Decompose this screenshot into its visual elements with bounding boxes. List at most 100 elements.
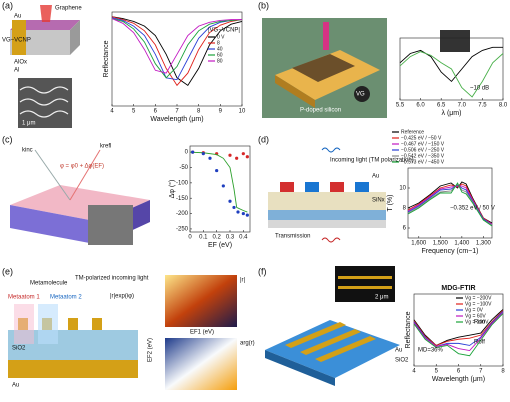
y-axis-label: Δφ (°): [168, 180, 176, 199]
y-axis-label: Reflectance: [103, 40, 110, 77]
series-line: [111, 18, 242, 74]
x-tick-label: 0: [188, 235, 192, 241]
y-axis-label: T (%): [387, 195, 394, 212]
y-axis-label: Reflectance: [405, 311, 412, 348]
y-tick-label: -100: [176, 180, 189, 186]
y-tick-label: 8: [403, 206, 407, 212]
data-point: [201, 152, 205, 156]
data-point: [228, 199, 232, 203]
label: Au: [14, 14, 21, 20]
data-point: [241, 211, 245, 216]
label: Metaatom 2: [50, 295, 82, 301]
x-tick-label: 7: [479, 369, 483, 375]
panel-label: (a): [2, 0, 13, 10]
label: krefl: [100, 144, 111, 150]
x-tick-label: 7.0: [458, 103, 467, 109]
x-axis-label: λ (μm): [442, 110, 462, 117]
legend-label: Vg = −200V: [465, 295, 492, 301]
label: φ = φ0 + Δφ(EF): [60, 164, 104, 170]
x-tick-label: 7.5: [478, 103, 487, 109]
label: Au: [395, 348, 402, 354]
axis-label: EF2 (eV): [148, 338, 154, 362]
label: Metamolecule: [30, 281, 68, 287]
x-tick-label: 8: [197, 109, 201, 115]
x-tick-label: 5: [435, 369, 439, 375]
label: AlOx: [14, 60, 27, 66]
legend-label: −0.542 eV / −350 V: [401, 153, 445, 159]
scale-bar: 1 μm: [22, 121, 35, 127]
data-point: [232, 205, 236, 210]
data-point: [245, 155, 249, 159]
label: SiO2: [12, 346, 26, 352]
label: Incoming light (TM polarization): [330, 158, 414, 164]
legend-label: −0.506 eV / −250 V: [401, 147, 445, 153]
data-point: [215, 168, 219, 173]
label: VG: [356, 92, 365, 98]
legend-label: Vg = −100V: [465, 301, 492, 307]
panel-label: (d): [258, 134, 269, 144]
data-point: [235, 156, 239, 160]
schematic-b: [262, 18, 470, 118]
legend-label: 80: [217, 58, 223, 64]
y-tick-label: 6: [403, 226, 407, 232]
plot-frame: [189, 145, 251, 233]
x-tick-label: 6: [457, 369, 461, 375]
label: TM-polarized incoming light: [75, 276, 149, 282]
x-tick-label: 4: [110, 109, 114, 115]
data-point: [241, 152, 245, 156]
series-line: [399, 46, 503, 83]
label: P-doped silicon: [300, 108, 341, 114]
panel-label: (b): [258, 0, 269, 10]
label: Au: [12, 383, 19, 389]
x-axis-label: EF (eV): [208, 242, 232, 249]
x-tick-label: 0.2: [212, 235, 221, 241]
x-tick-label: 1,300: [476, 241, 492, 247]
series-line: [413, 312, 504, 352]
x-axis-label: Frequency (cm−1): [422, 248, 479, 255]
axis-label: EF1 (eV): [190, 330, 214, 336]
x-tick-label: 0.4: [239, 235, 248, 241]
x-tick-label: 7: [175, 109, 179, 115]
label: kinc: [22, 148, 33, 154]
series-line: [413, 310, 504, 346]
label: |r|exp(iφ): [110, 294, 134, 300]
annotation: MD=36%: [418, 348, 444, 354]
legend-label: Vg = 60V: [465, 313, 486, 319]
schematic-f: [265, 266, 400, 386]
x-tick-label: 1,600: [411, 241, 427, 247]
label: SiNx: [372, 198, 385, 204]
series-line: [111, 16, 243, 87]
series-line: [413, 311, 504, 347]
legend-label: 0 V: [217, 34, 225, 40]
schematic-d: [268, 147, 386, 243]
legend-label: 40: [217, 46, 223, 52]
series-line: [111, 18, 243, 79]
annotation: Ron: [474, 320, 485, 326]
x-tick-label: 6.0: [416, 103, 425, 109]
scale-bar: 2 μm: [375, 295, 388, 301]
series-line: [111, 17, 243, 81]
x-tick-label: 1,400: [454, 241, 470, 247]
legend-label: Vg = 100V: [465, 319, 489, 325]
label: arg(r): [240, 341, 255, 347]
chart-title: MDG-FTIR: [441, 285, 475, 292]
x-tick-label: 4: [412, 369, 416, 375]
label: Graphene: [55, 6, 82, 12]
y-tick-label: 10: [399, 186, 406, 192]
schematic-e: [8, 275, 237, 390]
series-line: [407, 182, 493, 227]
x-axis-label: Wavelength (μm): [150, 116, 203, 123]
y-tick-label: -150: [176, 196, 189, 202]
legend-label: −0.425 eV / −50 V: [401, 135, 442, 141]
data-point: [236, 210, 240, 214]
label: Metaatom 1: [8, 295, 40, 301]
y-tick-label: 0: [185, 150, 189, 156]
schematic-c: [10, 149, 150, 245]
data-point: [191, 150, 195, 154]
annotation: ~10 dB: [470, 86, 489, 92]
series-line: [413, 313, 504, 357]
y-tick-label: -200: [176, 211, 189, 217]
data-point: [245, 213, 249, 217]
series-line: [189, 151, 248, 213]
